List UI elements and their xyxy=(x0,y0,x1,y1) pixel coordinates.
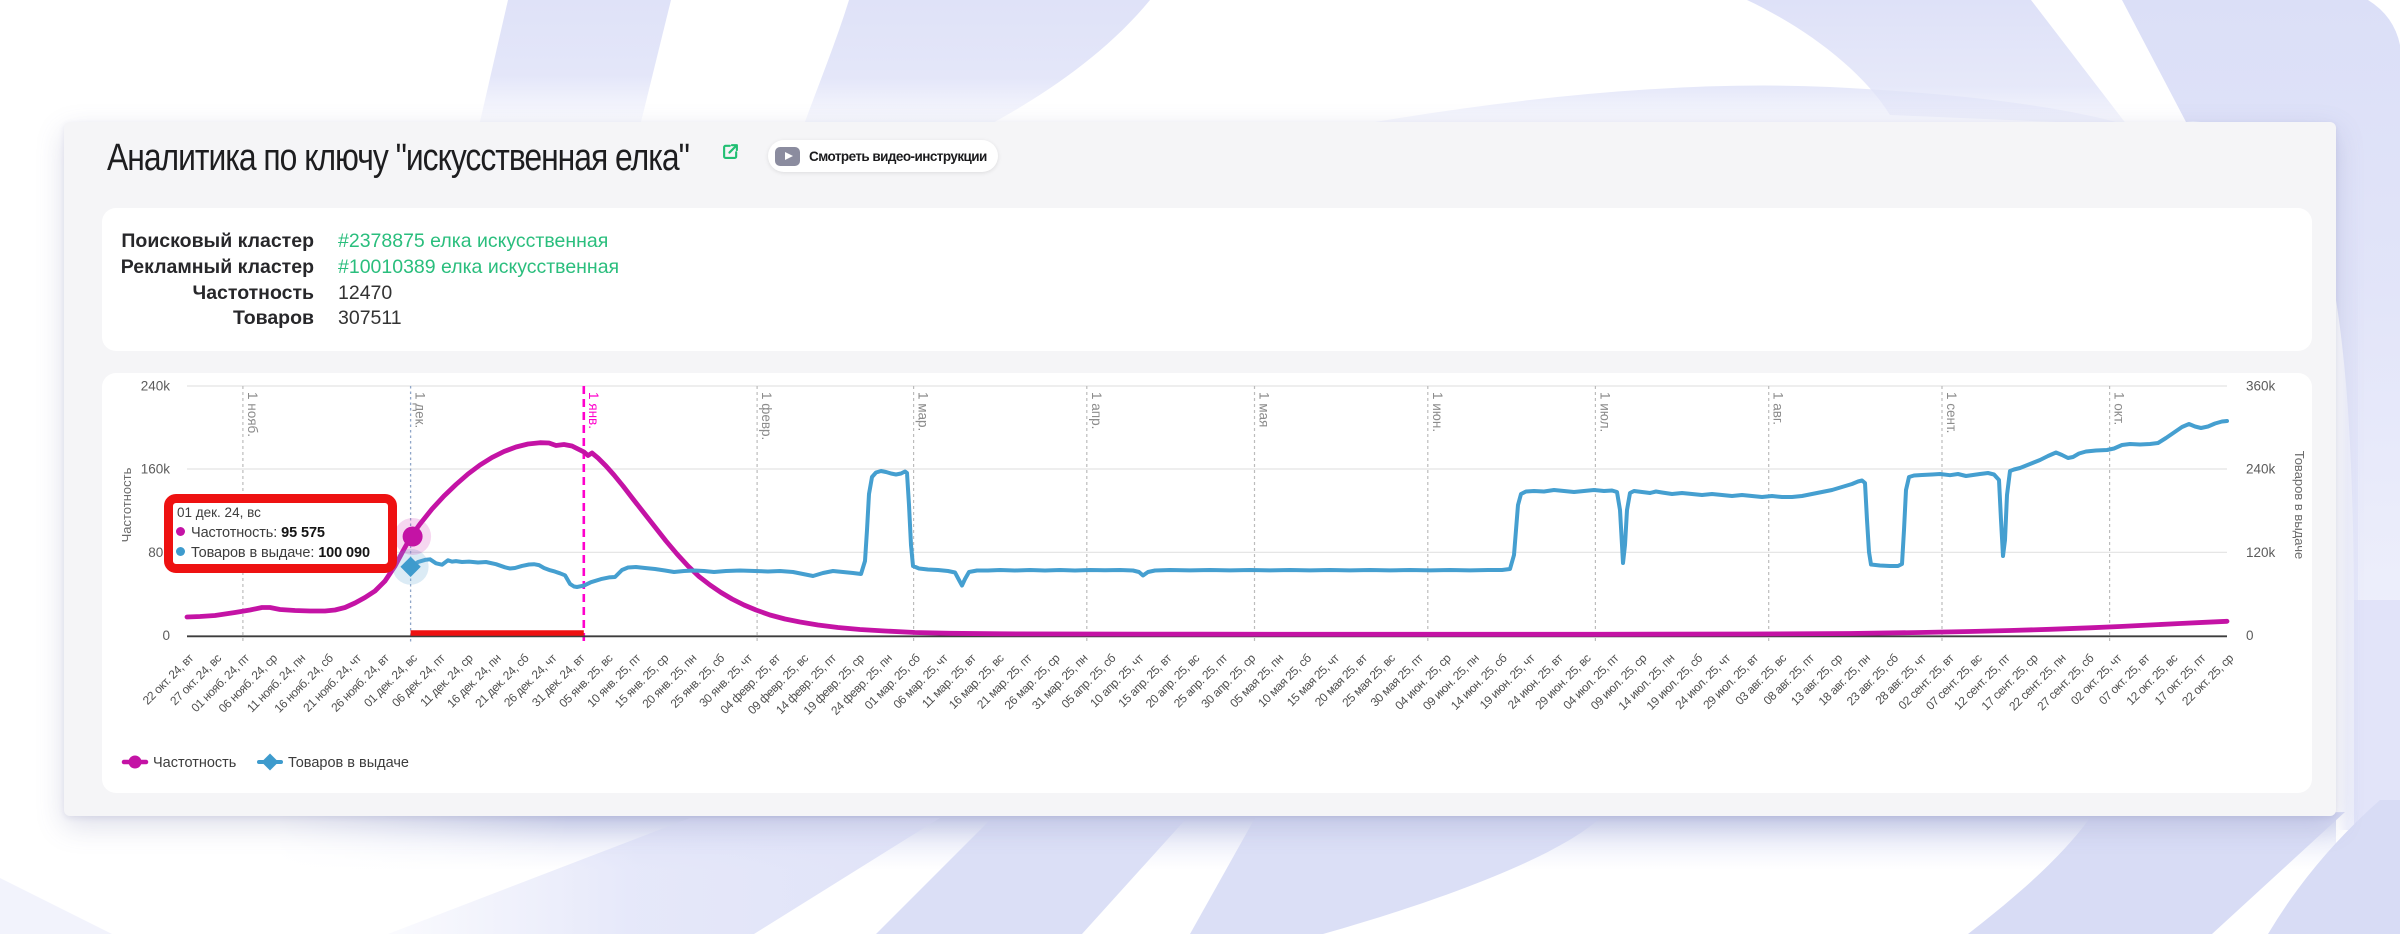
svg-text:1 июл.: 1 июл. xyxy=(1597,392,1612,432)
svg-text:0: 0 xyxy=(162,628,170,643)
svg-text:160k: 160k xyxy=(141,462,171,477)
svg-text:360k: 360k xyxy=(2246,379,2276,394)
svg-text:Товаров в выдаче: Товаров в выдаче xyxy=(288,755,409,771)
svg-text:120k: 120k xyxy=(2246,545,2276,560)
svg-text:1 июн.: 1 июн. xyxy=(1430,392,1445,432)
svg-text:1 нояб.: 1 нояб. xyxy=(245,392,260,437)
svg-text:240k: 240k xyxy=(141,379,171,394)
svg-text:1 дек.: 1 дек. xyxy=(413,392,428,428)
svg-text:0: 0 xyxy=(2246,628,2254,643)
svg-text:240k: 240k xyxy=(2246,462,2276,477)
svg-text:Частотность: Частотность xyxy=(153,755,236,771)
svg-text:1 апр.: 1 апр. xyxy=(1089,392,1104,429)
svg-text:1 янв.: 1 янв. xyxy=(586,392,601,429)
svg-text:Частотность: Частотность xyxy=(119,467,134,542)
svg-text:1 сент.: 1 сент. xyxy=(1944,392,1959,433)
svg-text:Товаров в выдаче: Товаров в выдаче xyxy=(2292,451,2307,559)
svg-text:1 февр.: 1 февр. xyxy=(759,392,774,440)
svg-text:1 мар.: 1 мар. xyxy=(916,392,931,431)
svg-text:1 авг.: 1 авг. xyxy=(1771,392,1786,425)
svg-text:1 мая: 1 мая xyxy=(1257,392,1272,427)
svg-text:1 окт.: 1 окт. xyxy=(2112,392,2127,425)
